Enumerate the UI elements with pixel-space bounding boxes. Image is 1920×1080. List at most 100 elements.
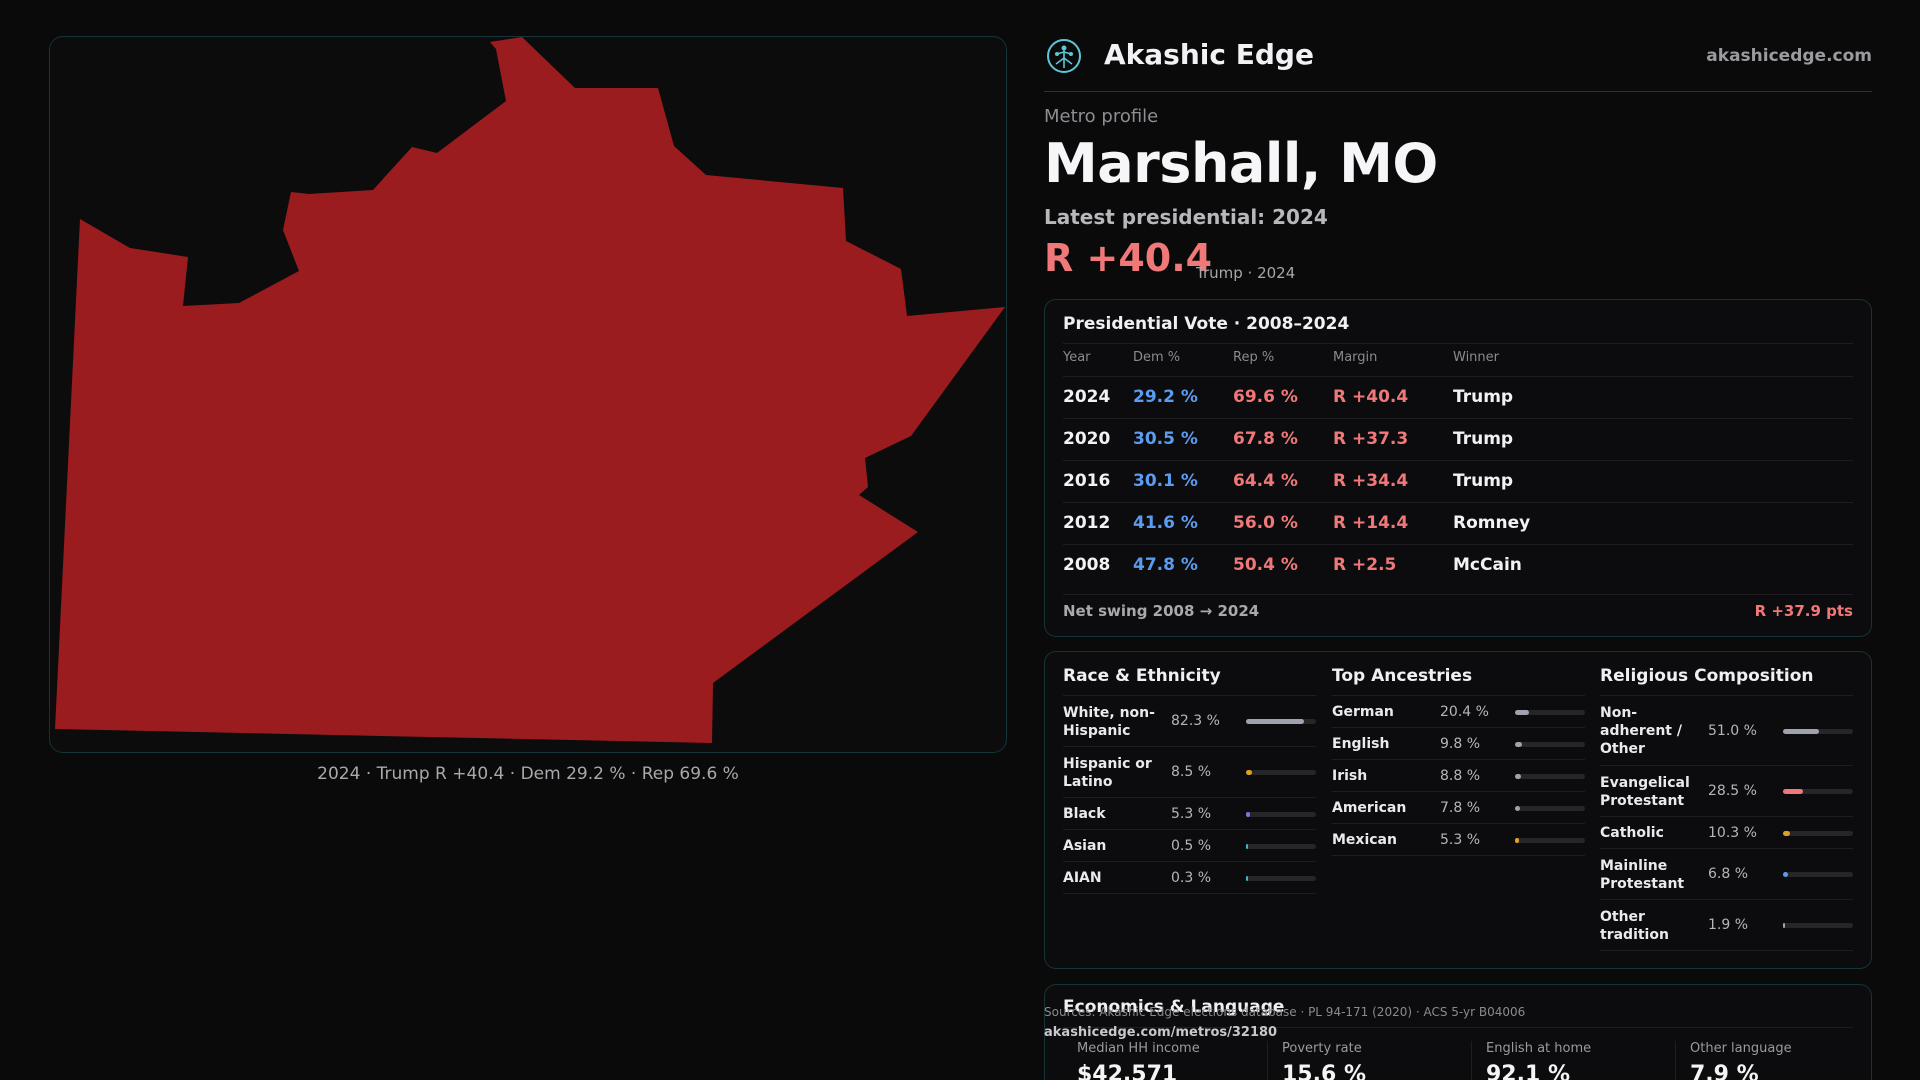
dem-cell: 41.6 % xyxy=(1133,513,1198,533)
divider xyxy=(1063,1027,1853,1028)
stat-poverty-rate: Poverty rate 15.6 % xyxy=(1267,1041,1457,1080)
brand-url-link[interactable]: akashicedge.com xyxy=(1706,46,1872,66)
item-value: 1.9 % xyxy=(1708,917,1749,933)
list-item: Mexican 5.3 % xyxy=(1332,824,1585,856)
share-bar-fill xyxy=(1783,923,1785,928)
column-header-year: Year xyxy=(1063,350,1091,365)
list-item: German 20.4 % xyxy=(1332,696,1585,728)
page-title: Marshall, MO xyxy=(1044,132,1438,195)
stat-value: $42,571 xyxy=(1077,1062,1178,1080)
margin-cell: R +40.4 xyxy=(1333,387,1409,407)
headline-margin-subtitle: Trump · 2024 xyxy=(1196,264,1296,282)
year-cell: 2012 xyxy=(1063,513,1111,533)
brand-header: Akashic Edge akashicedge.com xyxy=(1044,34,1872,92)
economics-language-card: Economics & Language Median HH income $4… xyxy=(1044,984,1872,1080)
table-row: 2024 29.2 % 69.6 % R +40.4 Trump xyxy=(1063,376,1853,418)
share-bar-fill xyxy=(1246,875,1248,881)
item-value: 5.3 % xyxy=(1440,831,1481,848)
list-item: Asian 0.5 % xyxy=(1063,830,1316,862)
item-label: German xyxy=(1332,704,1394,720)
winner-cell: Romney xyxy=(1453,513,1531,533)
religion-section-title: Religious Composition xyxy=(1600,666,1853,696)
list-item: Hispanic or Latino 8.5 % xyxy=(1063,747,1316,798)
latest-presidential-label: Latest presidential: 2024 xyxy=(1044,205,1328,229)
table-row: 2012 41.6 % 56.0 % R +14.4 Romney xyxy=(1063,502,1853,544)
list-item: American 7.8 % xyxy=(1332,792,1585,824)
net-swing-value: R +37.9 pts xyxy=(1754,602,1853,620)
item-label: Other tradition xyxy=(1600,908,1669,943)
margin-cell: R +37.3 xyxy=(1333,429,1409,449)
item-label: Evangelical Protestant xyxy=(1600,774,1690,809)
stat-label: Other language xyxy=(1690,1041,1792,1056)
ancestry-section: Top Ancestries German 20.4 % English 9.8 % I… xyxy=(1332,666,1585,856)
economics-card-title: Economics & Language xyxy=(1063,997,1285,1017)
item-label: Non-adherent / Other xyxy=(1600,705,1682,757)
share-bar-fill xyxy=(1246,843,1248,849)
item-value: 7.8 % xyxy=(1440,799,1481,816)
item-label: Mainline Protestant xyxy=(1600,857,1685,892)
county-map-panel xyxy=(49,36,1007,753)
share-bar xyxy=(1515,741,1585,747)
item-value: 0.3 % xyxy=(1171,869,1212,886)
share-bar xyxy=(1783,789,1853,794)
item-value: 8.8 % xyxy=(1440,767,1481,784)
share-bar xyxy=(1783,872,1853,877)
county-shape-map xyxy=(55,37,1005,743)
share-bar-fill xyxy=(1515,805,1521,811)
item-label: Irish xyxy=(1332,768,1368,784)
stat-value: 15.6 % xyxy=(1282,1062,1366,1080)
column-header-dem: Dem % xyxy=(1133,350,1181,365)
share-bar xyxy=(1783,728,1853,734)
winner-cell: Trump xyxy=(1453,429,1514,449)
margin-cell: R +2.5 xyxy=(1333,555,1397,575)
dem-cell: 30.5 % xyxy=(1133,429,1198,449)
table-row: 2008 47.8 % 50.4 % R +2.5 McCain xyxy=(1063,544,1853,586)
stat-other-language: Other language 7.9 % xyxy=(1675,1041,1865,1080)
list-item: English 9.8 % xyxy=(1332,728,1585,760)
share-bar-fill xyxy=(1515,837,1519,843)
table-row: 2020 30.5 % 67.8 % R +37.3 Trump xyxy=(1063,418,1853,460)
metro-profile-column: Akashic Edge akashicedge.com Metro profi… xyxy=(1044,0,1872,1080)
sources-note: Sources: Akashic Edge elections database… xyxy=(1044,1005,1526,1019)
item-label: American xyxy=(1332,800,1407,816)
share-bar xyxy=(1783,830,1853,836)
stat-label: Poverty rate xyxy=(1282,1041,1362,1056)
column-header-margin: Margin xyxy=(1333,350,1378,365)
share-bar-fill xyxy=(1783,830,1791,836)
share-bar xyxy=(1515,773,1585,779)
race-section-title: Race & Ethnicity xyxy=(1063,666,1316,696)
item-label: Hispanic or Latino xyxy=(1063,755,1152,790)
share-bar-fill xyxy=(1246,770,1252,775)
rep-cell: 50.4 % xyxy=(1233,555,1298,575)
share-bar xyxy=(1515,837,1585,843)
list-item: Evangelical Protestant 28.5 % xyxy=(1600,766,1853,817)
stat-label: Median HH income xyxy=(1077,1041,1200,1056)
stat-median-income: Median HH income $42,571 xyxy=(1063,1041,1253,1080)
rep-cell: 56.0 % xyxy=(1233,513,1298,533)
presidential-vote-card: Presidential Vote · 2008–2024 Year Dem %… xyxy=(1044,299,1872,637)
list-item: Mainline Protestant 6.8 % xyxy=(1600,849,1853,900)
list-item: Irish 8.8 % xyxy=(1332,760,1585,792)
share-bar-fill xyxy=(1783,789,1803,794)
item-label: Black xyxy=(1063,806,1106,822)
county-shape[interactable] xyxy=(55,37,1005,743)
net-swing-label: Net swing 2008 → 2024 xyxy=(1063,602,1260,620)
winner-cell: Trump xyxy=(1453,387,1514,407)
share-bar xyxy=(1246,875,1316,881)
share-bar-fill xyxy=(1783,728,1819,734)
list-item: White, non-Hispanic 82.3 % xyxy=(1063,696,1316,747)
brand-name: Akashic Edge xyxy=(1104,38,1314,71)
share-bar-fill xyxy=(1515,773,1522,779)
list-item: AIAN 0.3 % xyxy=(1063,862,1316,894)
race-ethnicity-section: Race & Ethnicity White, non-Hispanic 82.3… xyxy=(1063,666,1316,894)
share-bar xyxy=(1783,923,1853,928)
margin-cell: R +14.4 xyxy=(1333,513,1409,533)
item-value: 51.0 % xyxy=(1708,722,1757,739)
dem-cell: 29.2 % xyxy=(1133,387,1198,407)
list-item: Black 5.3 % xyxy=(1063,798,1316,830)
map-caption: 2024 · Trump R +40.4 · Dem 29.2 % · Rep … xyxy=(317,764,739,784)
permalink-link[interactable]: akashicedge.com/metros/32180 xyxy=(1044,1025,1278,1040)
list-item: Other tradition 1.9 % xyxy=(1600,900,1853,951)
tree-of-life-icon xyxy=(1047,39,1081,73)
religion-section: Religious Composition Non-adherent / Oth… xyxy=(1600,666,1853,951)
